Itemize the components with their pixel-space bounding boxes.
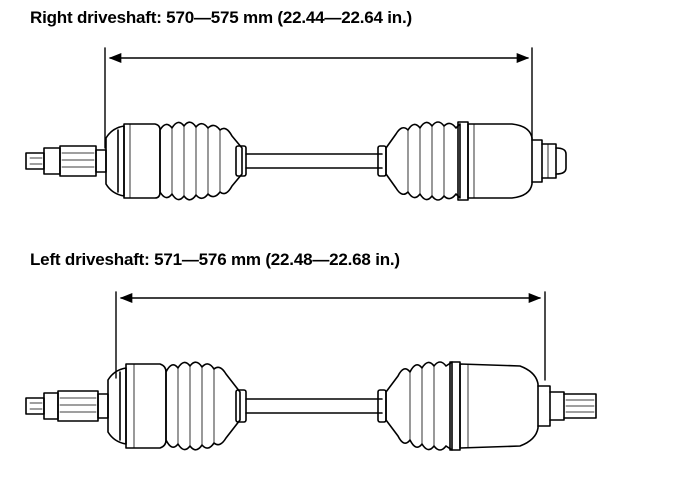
left-outer-boot	[165, 361, 247, 451]
left-dimension-line	[115, 291, 546, 381]
left-driveshaft-drawing	[25, 291, 597, 451]
right-right-stub	[531, 139, 567, 183]
right-driveshaft-drawing	[25, 47, 567, 201]
right-outer-boot	[159, 121, 247, 201]
right-driveshaft-spec-label: Right driveshaft: 570—575 mm (22.44—22.6…	[30, 8, 412, 27]
left-inner-boot	[385, 361, 453, 451]
left-driveshaft-spec-label: Left driveshaft: 571—576 mm (22.48—22.68…	[30, 250, 400, 269]
right-inner-joint	[457, 121, 533, 201]
right-outer-joint	[105, 123, 161, 199]
left-shaft	[245, 389, 387, 423]
right-dimension-line	[104, 47, 533, 149]
left-right-spline-stub	[537, 385, 597, 427]
right-inner-boot	[385, 121, 461, 201]
right-shaft	[245, 145, 387, 177]
left-left-spline-stub	[25, 390, 109, 422]
right-left-spline-stub	[25, 145, 107, 177]
left-inner-joint	[449, 361, 539, 451]
